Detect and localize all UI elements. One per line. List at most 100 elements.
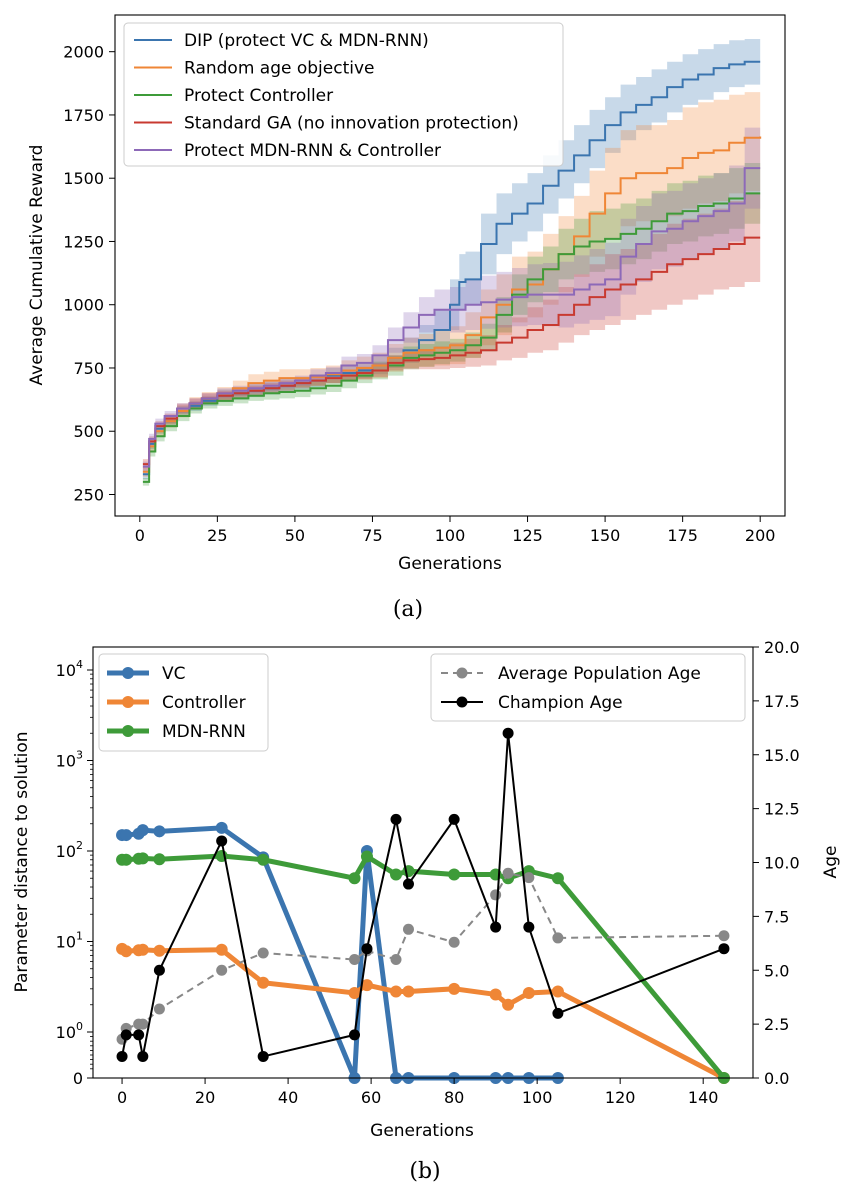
point-mdn-rnn (120, 853, 133, 866)
y-right-tick-label: 20.0 (764, 638, 800, 657)
x-tick-label: 80 (444, 1088, 464, 1107)
legend-label: Controller (162, 693, 246, 713)
legend-marker-mdn-rnn (122, 725, 134, 737)
point-champion-age (361, 943, 373, 955)
panel-a-reward-chart: 0 25 50 75 100 125 150 175 200 250 500 750 1000 1250… (27, 14, 786, 622)
band-protect-controller (142, 163, 761, 486)
point-mdn-rnn (136, 852, 149, 865)
point-champion-age (552, 1007, 564, 1019)
legend-marker-controller (122, 696, 134, 708)
point-mdn-rnn (153, 853, 166, 866)
point-controller (551, 985, 564, 998)
point-controller (360, 979, 373, 992)
legend-marker-vc (122, 667, 134, 679)
point-average-population-age (153, 1003, 165, 1015)
legend-label: Protect Controller (184, 86, 333, 106)
x-tick-label: 120 (605, 1088, 636, 1107)
y-tick-label: 100 (56, 1020, 83, 1042)
point-controller (448, 982, 461, 995)
panel-b-legend-right: Average Population Age Champion Age (430, 653, 746, 722)
point-vc (120, 829, 133, 842)
legend-label: MDN-RNN (162, 722, 246, 742)
point-vc (136, 824, 149, 837)
y-tick-label: 2000 (63, 43, 104, 62)
point-champion-age (448, 813, 460, 825)
x-tick-label: 100 (435, 526, 466, 545)
x-tick-label: 0 (117, 1088, 127, 1107)
legend-label: Average Population Age (498, 664, 701, 684)
point-average-population-age (402, 923, 414, 935)
y-tick-label: 103 (56, 749, 83, 771)
point-controller (153, 944, 166, 957)
point-mdn-rnn (551, 872, 564, 885)
panel-a-caption: (a) (393, 597, 423, 622)
legend-box-right (430, 653, 746, 722)
panel-b-x-ticks: 0 20 40 60 80 100 120 140 (117, 1078, 718, 1107)
panel-a-y-ticks: 250 500 750 1000 1250 1500 1750 2000 (63, 43, 115, 504)
point-champion-age (349, 1029, 361, 1041)
panel-a-x-label: Generations (398, 554, 502, 574)
line-protect-mdn-rnn-controller (142, 167, 761, 468)
band-standard-ga-no-innovation-protection (142, 193, 761, 470)
panel-b-y-label: Parameter distance to solution (12, 731, 32, 992)
x-tick-label: 20 (195, 1088, 215, 1107)
legend-marker-average-population-age (456, 667, 468, 679)
legend-label: Champion Age (498, 693, 623, 713)
legend-label: Protect MDN-RNN & Controller (184, 141, 441, 161)
y-tick-label: 1250 (63, 232, 104, 251)
y-right-tick-label: 2.5 (764, 1015, 789, 1034)
point-champion-age (137, 1050, 149, 1062)
panel-b-legend-left: VC Controller MDN-RNN (98, 653, 269, 752)
point-average-population-age (257, 947, 269, 959)
x-tick-label: 150 (590, 526, 621, 545)
line-protect-controller (142, 192, 761, 483)
point-average-population-age (552, 932, 564, 944)
point-average-population-age (390, 953, 402, 965)
panel-b-caption: (b) (409, 1159, 440, 1184)
point-controller (402, 985, 415, 998)
point-champion-age (718, 943, 730, 955)
point-mdn-rnn (360, 850, 373, 863)
panel-a-legend: DIP (protect VC & MDN-RNN) Random age obj… (123, 22, 564, 167)
band-dip-protect-vc-mdn-rnn (142, 39, 761, 480)
point-controller (390, 985, 403, 998)
panel-b-y-right-label: Age (821, 846, 841, 879)
point-controller (502, 998, 515, 1011)
point-champion-age (153, 964, 165, 976)
y-tick-label: 1000 (63, 296, 104, 315)
panel-a-x-ticks: 0 25 50 75 100 125 150 175 200 (135, 516, 776, 545)
point-controller (522, 986, 535, 999)
x-tick-label: 200 (745, 526, 776, 545)
panel-b-x-label: Generations (370, 1121, 474, 1141)
point-average-population-age (523, 872, 535, 884)
legend-label: VC (162, 664, 186, 684)
point-average-population-age (349, 953, 361, 965)
panel-b-plot-area (116, 727, 730, 1084)
x-tick-label: 175 (667, 526, 698, 545)
point-mdn-rnn (348, 872, 361, 885)
y-tick-label: 250 (73, 485, 104, 504)
panel-b-right-y-ticks: 0.0 2.5 5.0 7.5 10.0 12.5 15.0 17.5 20.0 (753, 638, 800, 1088)
y-right-tick-label: 15.0 (764, 746, 800, 765)
y-tick-label: 104 (56, 658, 83, 680)
y-right-tick-label: 10.0 (764, 854, 800, 873)
x-tick-label: 140 (688, 1088, 719, 1107)
point-champion-age (523, 921, 535, 933)
y-right-tick-label: 7.5 (764, 907, 789, 926)
line-mdn-rnn (122, 852, 726, 1080)
point-controller (215, 943, 228, 956)
x-tick-label: 60 (361, 1088, 381, 1107)
point-average-population-age (137, 1018, 149, 1030)
point-champion-age (216, 835, 228, 847)
y-right-tick-label: 5.0 (764, 961, 789, 980)
line-vc (122, 825, 558, 1081)
point-champion-age (116, 1050, 128, 1062)
point-mdn-rnn (257, 853, 270, 866)
panel-a-plot-area (142, 39, 762, 486)
band-protect-mdn-rnn-controller (142, 127, 761, 472)
point-champion-age (390, 813, 402, 825)
point-champion-age (120, 1029, 132, 1041)
point-controller (120, 945, 133, 958)
x-tick-label: 50 (285, 526, 305, 545)
